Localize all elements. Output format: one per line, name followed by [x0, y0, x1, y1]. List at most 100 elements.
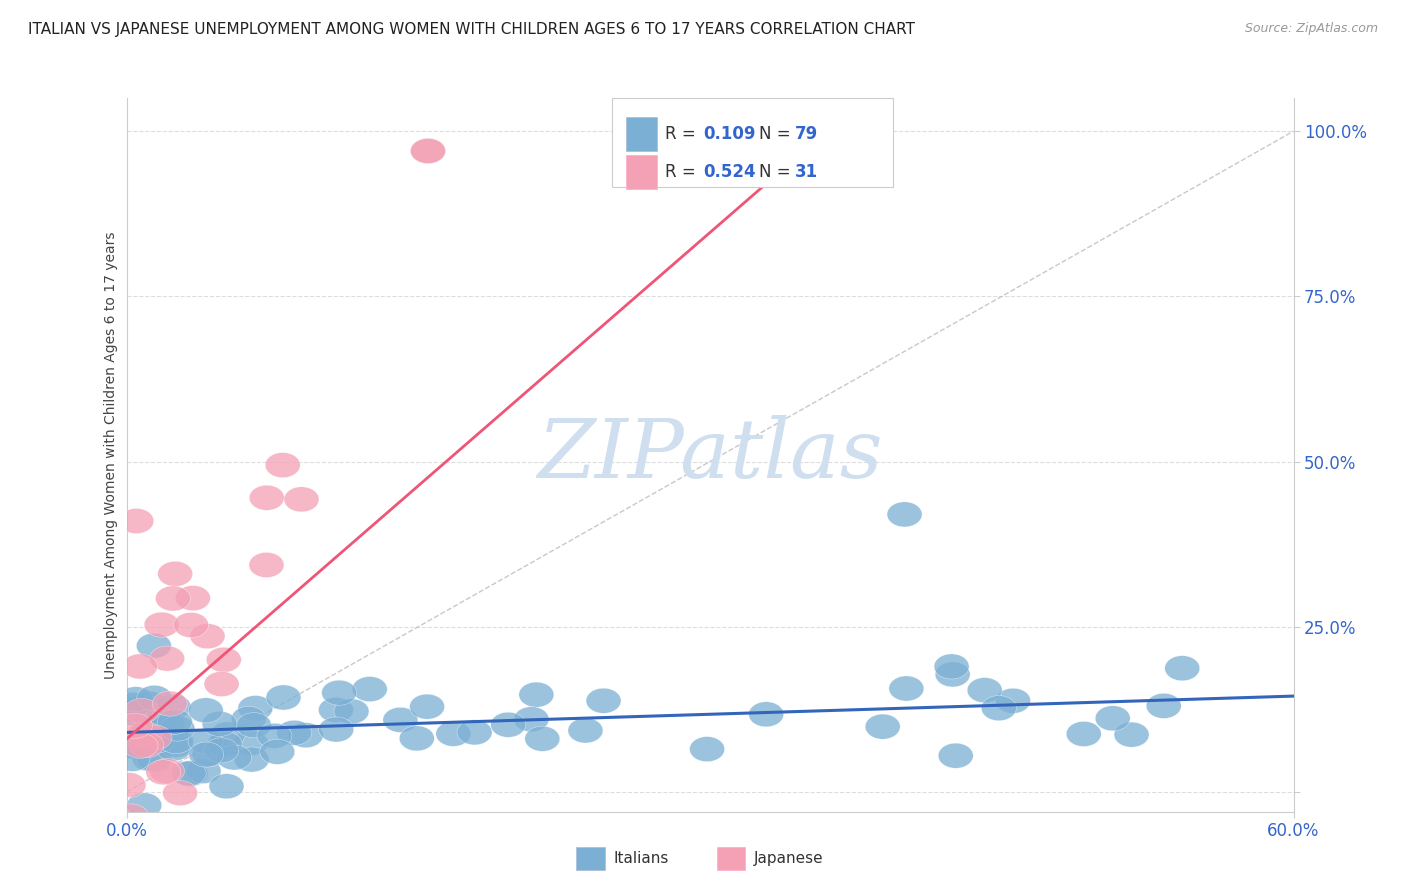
Ellipse shape: [209, 773, 245, 799]
Ellipse shape: [127, 793, 162, 818]
Ellipse shape: [995, 689, 1031, 714]
Ellipse shape: [411, 138, 446, 163]
Ellipse shape: [135, 714, 170, 739]
Ellipse shape: [683, 138, 718, 163]
Ellipse shape: [938, 743, 973, 768]
Text: 0.524: 0.524: [703, 163, 755, 181]
Ellipse shape: [233, 731, 269, 756]
Text: Japanese: Japanese: [754, 851, 824, 865]
Ellipse shape: [188, 742, 224, 767]
Ellipse shape: [136, 725, 172, 750]
Text: ZIPatlas: ZIPatlas: [537, 415, 883, 495]
Ellipse shape: [322, 681, 357, 706]
Ellipse shape: [865, 714, 900, 739]
Ellipse shape: [149, 646, 184, 671]
Ellipse shape: [142, 714, 177, 739]
Ellipse shape: [124, 733, 157, 758]
Ellipse shape: [156, 736, 191, 761]
Ellipse shape: [128, 722, 162, 747]
Ellipse shape: [115, 692, 150, 717]
Ellipse shape: [249, 485, 284, 510]
Ellipse shape: [409, 694, 444, 719]
Ellipse shape: [411, 138, 446, 163]
Ellipse shape: [260, 739, 295, 764]
Ellipse shape: [122, 654, 157, 679]
Ellipse shape: [159, 732, 194, 757]
Ellipse shape: [118, 687, 153, 712]
Ellipse shape: [249, 552, 284, 577]
Text: R =: R =: [665, 125, 702, 143]
Ellipse shape: [124, 732, 157, 757]
Ellipse shape: [1095, 706, 1130, 731]
Text: 31: 31: [794, 163, 817, 181]
Ellipse shape: [889, 676, 924, 701]
Ellipse shape: [149, 758, 184, 783]
Ellipse shape: [117, 714, 152, 739]
Ellipse shape: [519, 682, 554, 707]
Ellipse shape: [136, 633, 172, 658]
Ellipse shape: [193, 741, 226, 767]
Ellipse shape: [266, 685, 301, 710]
Ellipse shape: [129, 723, 165, 747]
Ellipse shape: [524, 726, 560, 751]
Ellipse shape: [491, 712, 526, 738]
Ellipse shape: [238, 696, 273, 721]
Ellipse shape: [150, 710, 184, 735]
Ellipse shape: [112, 813, 148, 838]
Ellipse shape: [117, 701, 152, 726]
Ellipse shape: [146, 760, 181, 785]
Ellipse shape: [202, 711, 238, 737]
Ellipse shape: [204, 738, 239, 763]
Ellipse shape: [353, 676, 387, 702]
Ellipse shape: [129, 732, 165, 757]
Ellipse shape: [236, 713, 271, 738]
Ellipse shape: [382, 707, 418, 732]
Ellipse shape: [935, 662, 970, 687]
Ellipse shape: [156, 694, 191, 719]
Ellipse shape: [399, 726, 434, 751]
Ellipse shape: [318, 698, 353, 723]
Ellipse shape: [207, 731, 242, 756]
Ellipse shape: [173, 613, 208, 638]
Ellipse shape: [515, 706, 548, 731]
Ellipse shape: [288, 723, 323, 747]
Ellipse shape: [172, 761, 207, 786]
Ellipse shape: [204, 672, 239, 697]
Ellipse shape: [934, 654, 969, 679]
Ellipse shape: [111, 772, 146, 797]
Ellipse shape: [115, 747, 150, 772]
Ellipse shape: [156, 586, 190, 611]
Ellipse shape: [887, 502, 922, 527]
Ellipse shape: [568, 718, 603, 743]
Ellipse shape: [163, 780, 198, 805]
Ellipse shape: [1146, 693, 1181, 718]
Text: 0.109: 0.109: [703, 125, 755, 143]
Ellipse shape: [284, 487, 319, 512]
Ellipse shape: [114, 733, 149, 758]
Ellipse shape: [186, 758, 221, 783]
Ellipse shape: [335, 698, 368, 724]
Ellipse shape: [235, 747, 269, 772]
Text: ITALIAN VS JAPANESE UNEMPLOYMENT AMONG WOMEN WITH CHILDREN AGES 6 TO 17 YEARS CO: ITALIAN VS JAPANESE UNEMPLOYMENT AMONG W…: [28, 22, 915, 37]
Ellipse shape: [748, 702, 783, 727]
Text: R =: R =: [665, 163, 702, 181]
Ellipse shape: [114, 804, 149, 829]
Ellipse shape: [159, 729, 194, 754]
Ellipse shape: [160, 716, 195, 741]
Ellipse shape: [190, 624, 225, 648]
Ellipse shape: [319, 717, 354, 742]
Ellipse shape: [139, 728, 174, 753]
Ellipse shape: [1164, 656, 1199, 681]
Ellipse shape: [231, 706, 266, 731]
Ellipse shape: [118, 508, 153, 533]
Ellipse shape: [1114, 723, 1149, 747]
Text: N =: N =: [759, 125, 796, 143]
Y-axis label: Unemployment Among Women with Children Ages 6 to 17 years: Unemployment Among Women with Children A…: [104, 231, 118, 679]
Ellipse shape: [217, 745, 252, 770]
Ellipse shape: [132, 747, 167, 772]
Ellipse shape: [157, 709, 193, 734]
Ellipse shape: [277, 720, 312, 746]
Ellipse shape: [112, 698, 146, 723]
Ellipse shape: [188, 729, 224, 754]
Text: N =: N =: [759, 163, 796, 181]
